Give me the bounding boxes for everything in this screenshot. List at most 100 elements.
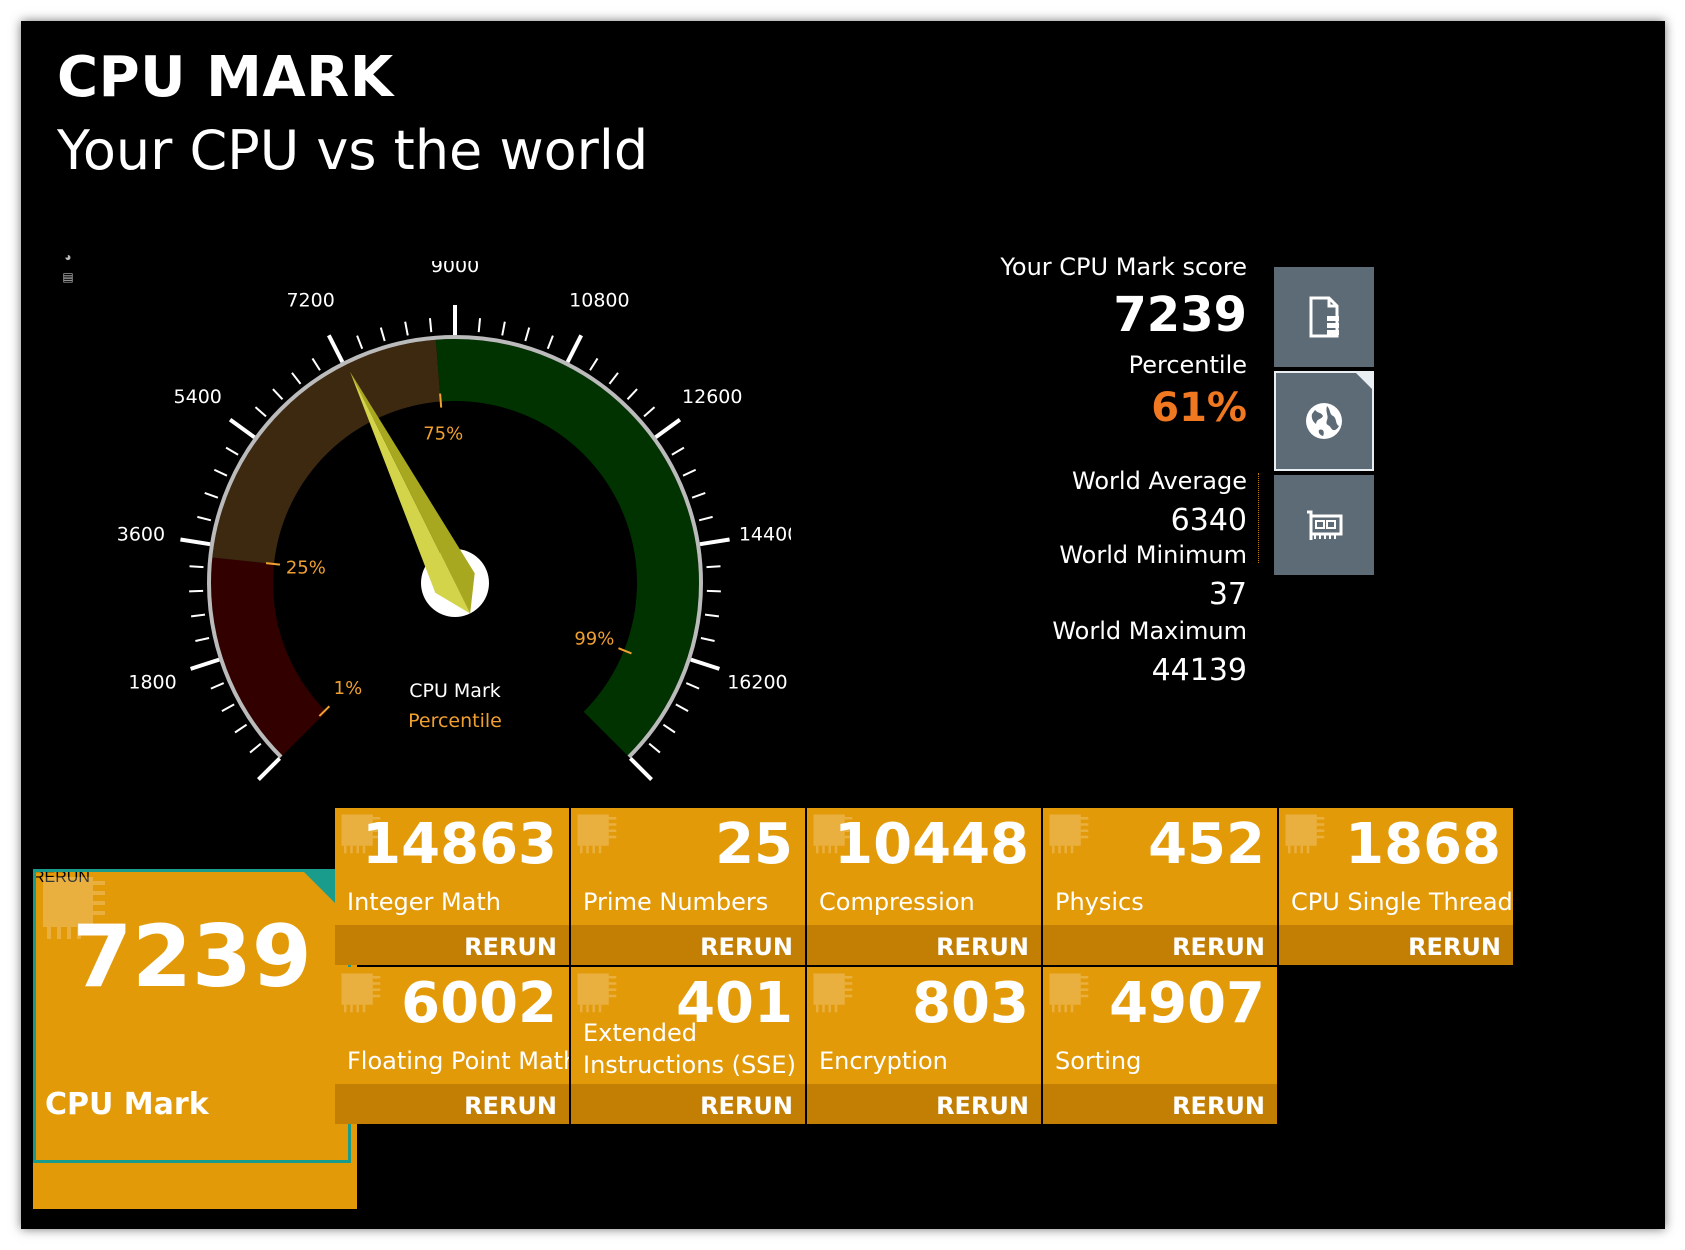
rerun-button[interactable]: RERUN [936, 1092, 1029, 1120]
percentile-marker-label: 1% [334, 678, 363, 699]
gauge-view-icon[interactable]: ◕ [64, 250, 72, 264]
rerun-bar[interactable]: RERUN [1279, 925, 1513, 965]
gauge-major-tick [690, 657, 721, 671]
gauge-tick-label: 10800 [569, 290, 629, 312]
rerun-bar[interactable]: RERUN [335, 925, 569, 965]
gauge-minor-tick [671, 446, 685, 456]
test-tile[interactable]: 25 Prime Numbers RERUN [571, 808, 805, 965]
test-tile-label: Floating Point Math [347, 1047, 569, 1075]
rerun-bar[interactable]: RERUN [1043, 1084, 1277, 1124]
world-compare-button[interactable] [1274, 371, 1374, 471]
gauge-major-tick [180, 537, 211, 547]
gauge-major-tick [228, 417, 256, 439]
rerun-bar[interactable]: RERUN [571, 925, 805, 965]
stats-divider [1258, 473, 1259, 563]
test-tile[interactable]: 803 Encryption RERUN [807, 967, 1041, 1124]
gauge-major-tick [628, 756, 653, 781]
gauge-minor-tick [190, 613, 206, 618]
rerun-button[interactable]: RERUN [464, 933, 557, 961]
gauge-center-sublabel: Percentile [408, 710, 502, 732]
test-tile[interactable]: 10448 Compression RERUN [807, 808, 1041, 965]
test-tile[interactable]: 14863 Integer Math RERUN [335, 808, 569, 965]
gauge-tick-label: 1800 [128, 671, 176, 693]
cpu-mark-rerun-bar[interactable]: RERUN [33, 869, 357, 887]
rerun-button[interactable]: RERUN [1408, 933, 1501, 961]
gauge-minor-tick [404, 321, 409, 336]
test-tile-label: Sorting [1055, 1047, 1142, 1075]
test-tile-label: CPU Single Threaded [1291, 888, 1513, 916]
percentile-marker [618, 647, 632, 655]
gauge-tick-label: 5400 [174, 386, 222, 408]
test-tile-value: 4907 [1109, 971, 1265, 1036]
percentile-marker [439, 393, 443, 408]
gauge-minor-tick [685, 682, 700, 690]
gauge-minor-tick [700, 636, 715, 643]
gauge-minor-tick [589, 357, 599, 371]
rerun-bar[interactable]: RERUN [807, 1084, 1041, 1124]
gauge-band [435, 339, 699, 756]
cpu-info-button[interactable] [1274, 475, 1374, 575]
document-chart-icon [1309, 296, 1339, 338]
test-tile-value: 14863 [362, 812, 557, 877]
test-tile-label: Physics [1055, 888, 1144, 916]
gauge-rim [207, 335, 703, 759]
page-title: CPU MARK [57, 45, 394, 110]
chip-watermark-icon [1049, 814, 1089, 854]
percentile-marker-label: 25% [286, 557, 326, 578]
test-tile-value: 452 [1148, 812, 1265, 877]
gauge-minor-tick [608, 372, 619, 385]
gauge-tick-label: 7200 [286, 290, 334, 312]
cpu-mark-tile-label: CPU Mark [45, 1087, 209, 1122]
cpu-mark-tile-value: 7239 [72, 907, 312, 1007]
test-tile[interactable]: 4907 Sorting RERUN [1043, 967, 1277, 1124]
chip-watermark-icon [43, 877, 105, 939]
gauge-band [211, 557, 327, 756]
gauge-minor-tick [213, 468, 228, 477]
rerun-button[interactable]: RERUN [700, 1092, 793, 1120]
rerun-bar[interactable]: RERUN [807, 925, 1041, 965]
gauge-minor-tick [643, 406, 656, 418]
gauge-minor-tick [682, 468, 697, 477]
test-tile-label: Extended Instructions (SSE) [583, 1019, 796, 1079]
gauge-major-tick [699, 537, 730, 547]
gauge-minor-tick [698, 515, 713, 522]
rerun-button[interactable]: RERUN [1172, 1092, 1265, 1120]
cpu-mark-rerun-button[interactable]: RERUN [33, 869, 90, 886]
gauge-minor-tick [210, 682, 225, 690]
details-button[interactable] [1274, 267, 1374, 367]
rerun-button[interactable]: RERUN [1172, 933, 1265, 961]
rerun-button[interactable]: RERUN [936, 933, 1029, 961]
gauge-minor-tick [254, 406, 267, 418]
test-tile[interactable]: 6002 Floating Point Math RERUN [335, 967, 569, 1124]
gauge-major-tick [565, 334, 583, 363]
test-tile[interactable]: 452 Physics RERUN [1043, 808, 1277, 965]
test-tile-label: Prime Numbers [583, 888, 769, 916]
gauge-minor-tick [197, 515, 212, 522]
test-tile[interactable]: 401 Extended Instructions (SSE) RERUN [571, 967, 805, 1124]
gauge-minor-tick [546, 335, 554, 350]
your-score-label: Your CPU Mark score [1000, 253, 1247, 281]
gauge-minor-tick [234, 723, 248, 734]
chip-watermark-icon [813, 814, 853, 854]
rerun-button[interactable]: RERUN [464, 1092, 557, 1120]
gauge-major-tick [654, 417, 682, 439]
active-corner-marker [1356, 373, 1372, 389]
rerun-button[interactable]: RERUN [700, 933, 793, 961]
gauge-minor-tick [356, 335, 364, 350]
cpu-card-icon [1307, 510, 1343, 540]
test-tile[interactable]: 1868 CPU Single Threaded RERUN [1279, 808, 1513, 965]
gauge-minor-tick [195, 636, 210, 643]
rerun-bar[interactable]: RERUN [1043, 925, 1277, 965]
chip-watermark-icon [1285, 814, 1325, 854]
gauge-tick-label: 14400 [739, 523, 791, 545]
cpu-mark-tile[interactable]: 7239 CPU Mark RERUN [33, 869, 357, 1209]
rerun-bar[interactable]: RERUN [335, 1084, 569, 1124]
rerun-bar[interactable]: RERUN [571, 1084, 805, 1124]
world-maximum-label: World Maximum [1052, 617, 1247, 645]
gauge-tick-label: 3600 [117, 523, 165, 545]
chart-view-icon[interactable]: ▤ [62, 270, 74, 284]
gauge-minor-tick [249, 742, 262, 754]
world-average-label: World Average [1072, 467, 1247, 495]
gauge-minor-tick [675, 703, 689, 713]
test-tile-value: 401 [676, 971, 793, 1036]
